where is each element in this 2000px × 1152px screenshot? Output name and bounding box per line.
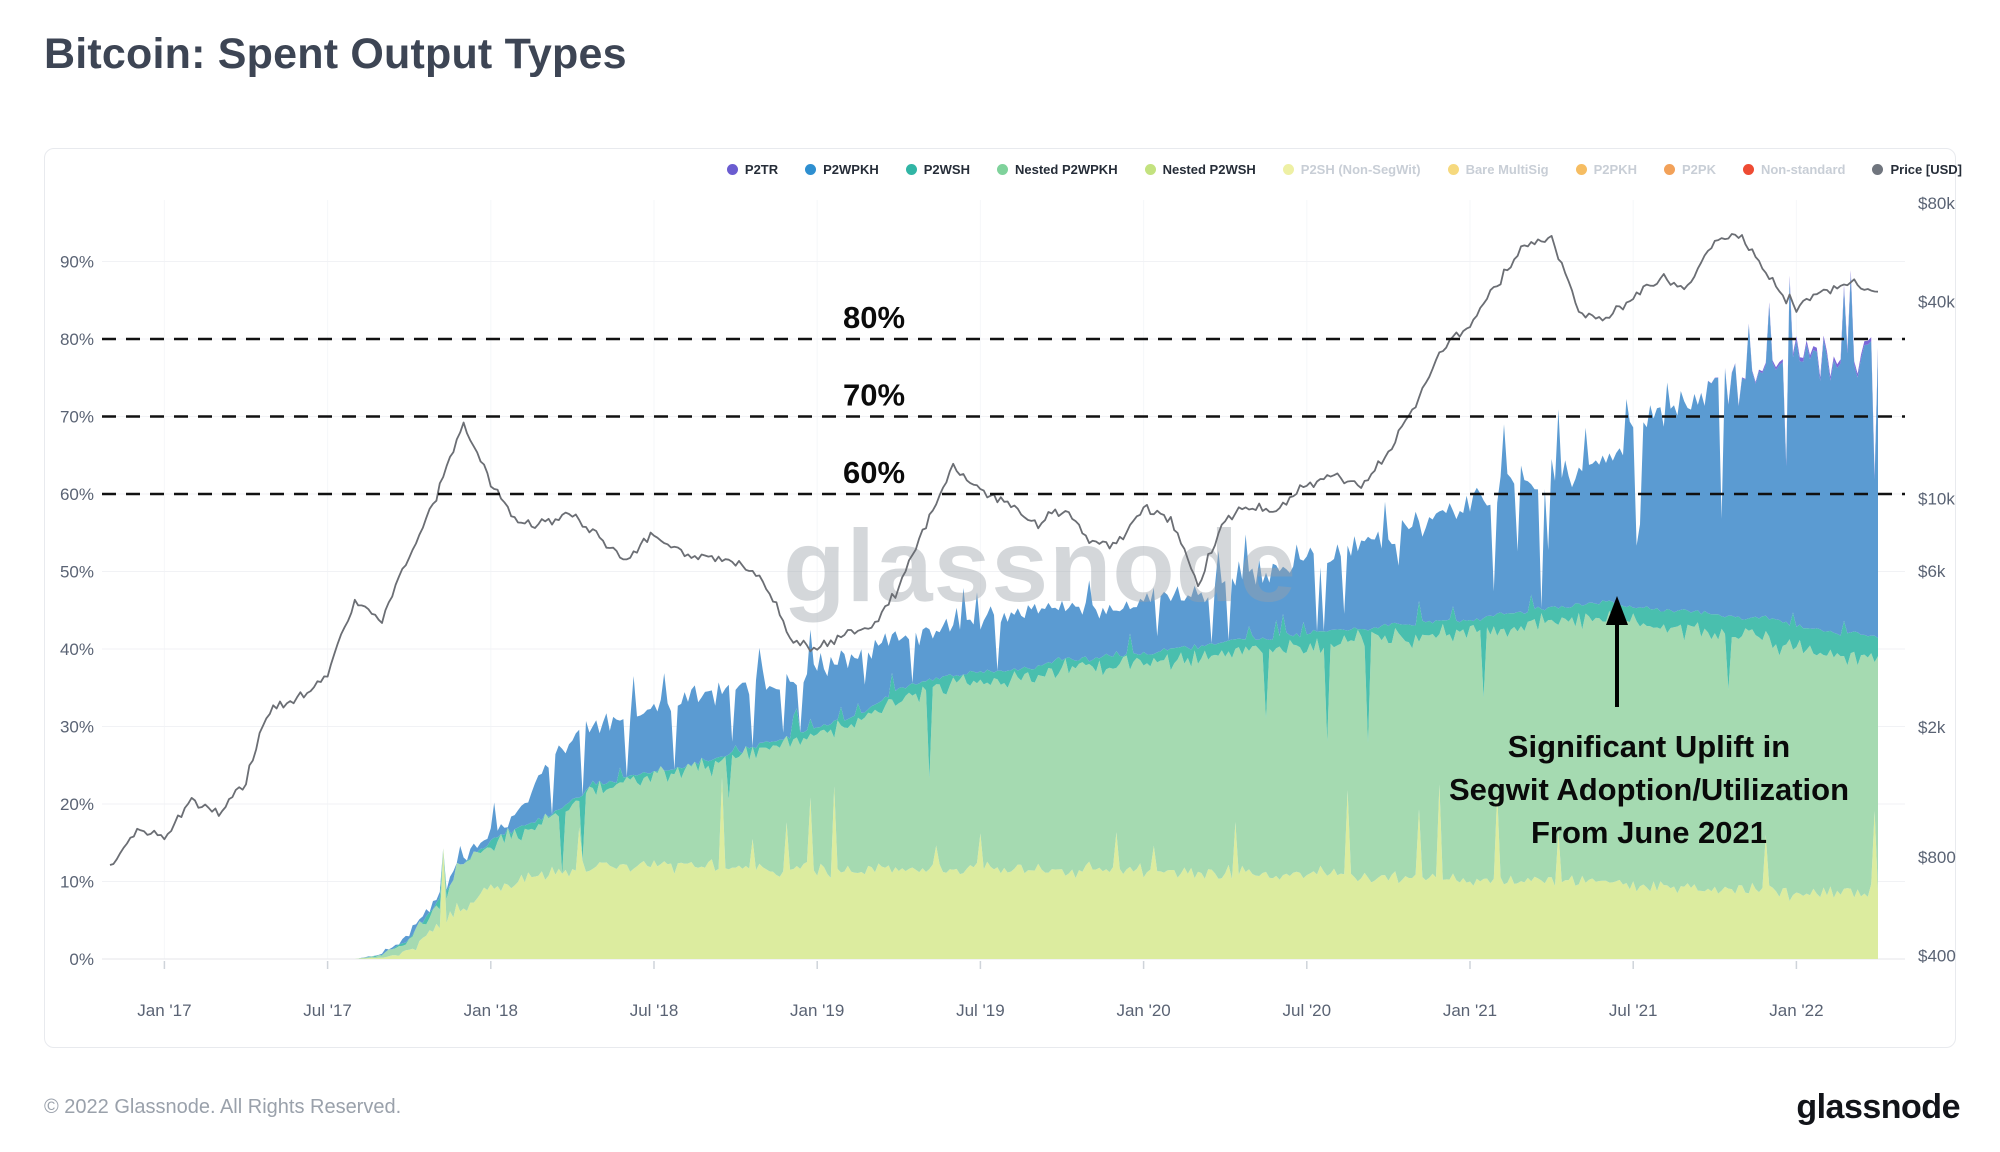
- legend-label: Price [USD]: [1890, 162, 1962, 177]
- legend-item-p2pkh[interactable]: P2PKH: [1575, 162, 1637, 177]
- legend-dot-icon: [997, 164, 1008, 175]
- chart-legend: P2TR P2WPKH P2WSH Nested P2WPKH Nested P2WSH…: [300, 162, 1962, 177]
- legend-dot-icon: [1447, 164, 1459, 175]
- legend-item-p2wsh[interactable]: P2WSH: [905, 162, 970, 177]
- legend-dot-icon: [1872, 164, 1884, 175]
- annotation-line: Segwit Adoption/Utilization: [1448, 772, 1850, 807]
- legend-item-non-standard[interactable]: Non-standard: [1742, 162, 1846, 177]
- legend-label: P2TR: [744, 162, 779, 177]
- legend-label: P2PK: [1682, 162, 1716, 177]
- legend-label: Non-standard: [1760, 162, 1846, 177]
- legend-dot-icon: [1144, 164, 1156, 175]
- legend-dot-icon: [1664, 164, 1675, 175]
- legend-label: P2PKH: [1593, 162, 1637, 177]
- legend-label: Nested P2WPKH: [1015, 162, 1118, 177]
- legend-dot-icon: [1282, 164, 1294, 175]
- legend-item-p2wpkh[interactable]: P2WPKH: [805, 162, 879, 177]
- legend-dot-icon: [726, 164, 738, 175]
- legend-label: P2SH (Non-SegWit): [1300, 162, 1421, 177]
- legend-label: P2WSH: [923, 162, 970, 177]
- annotation-line: From June 2021: [1530, 815, 1768, 850]
- segwit-uplift-annotation: Significant Uplift in Segwit Adoption/Ut…: [1292, 725, 2000, 854]
- legend-item-p2sh-non-segwit-[interactable]: P2SH (Non-SegWit): [1282, 162, 1421, 177]
- chart-card: [44, 148, 1956, 1048]
- page-title: Bitcoin: Spent Output Types: [44, 30, 627, 78]
- legend-item-bare-multisig[interactable]: Bare MultiSig: [1447, 162, 1549, 177]
- legend-item-p2tr[interactable]: P2TR: [726, 162, 779, 177]
- legend-label: Nested P2WSH: [1162, 162, 1256, 177]
- legend-dot-icon: [905, 164, 917, 175]
- legend-label: P2WPKH: [823, 162, 879, 177]
- glassnode-logo: glassnode: [1796, 1088, 1960, 1126]
- legend-item-p2pk[interactable]: P2PK: [1664, 162, 1716, 177]
- legend-label: Bare MultiSig: [1465, 162, 1549, 177]
- legend-dot-icon: [1742, 164, 1754, 175]
- legend-dot-icon: [1575, 164, 1587, 175]
- legend-dot-icon: [805, 164, 817, 175]
- legend-item-price-usd-[interactable]: Price [USD]: [1872, 162, 1962, 177]
- copyright-text: © 2022 Glassnode. All Rights Reserved.: [44, 1096, 402, 1118]
- annotation-line: Significant Uplift in: [1507, 729, 1791, 764]
- legend-item-nested-p2wpkh[interactable]: Nested P2WPKH: [997, 162, 1118, 177]
- legend-item-nested-p2wsh[interactable]: Nested P2WSH: [1144, 162, 1256, 177]
